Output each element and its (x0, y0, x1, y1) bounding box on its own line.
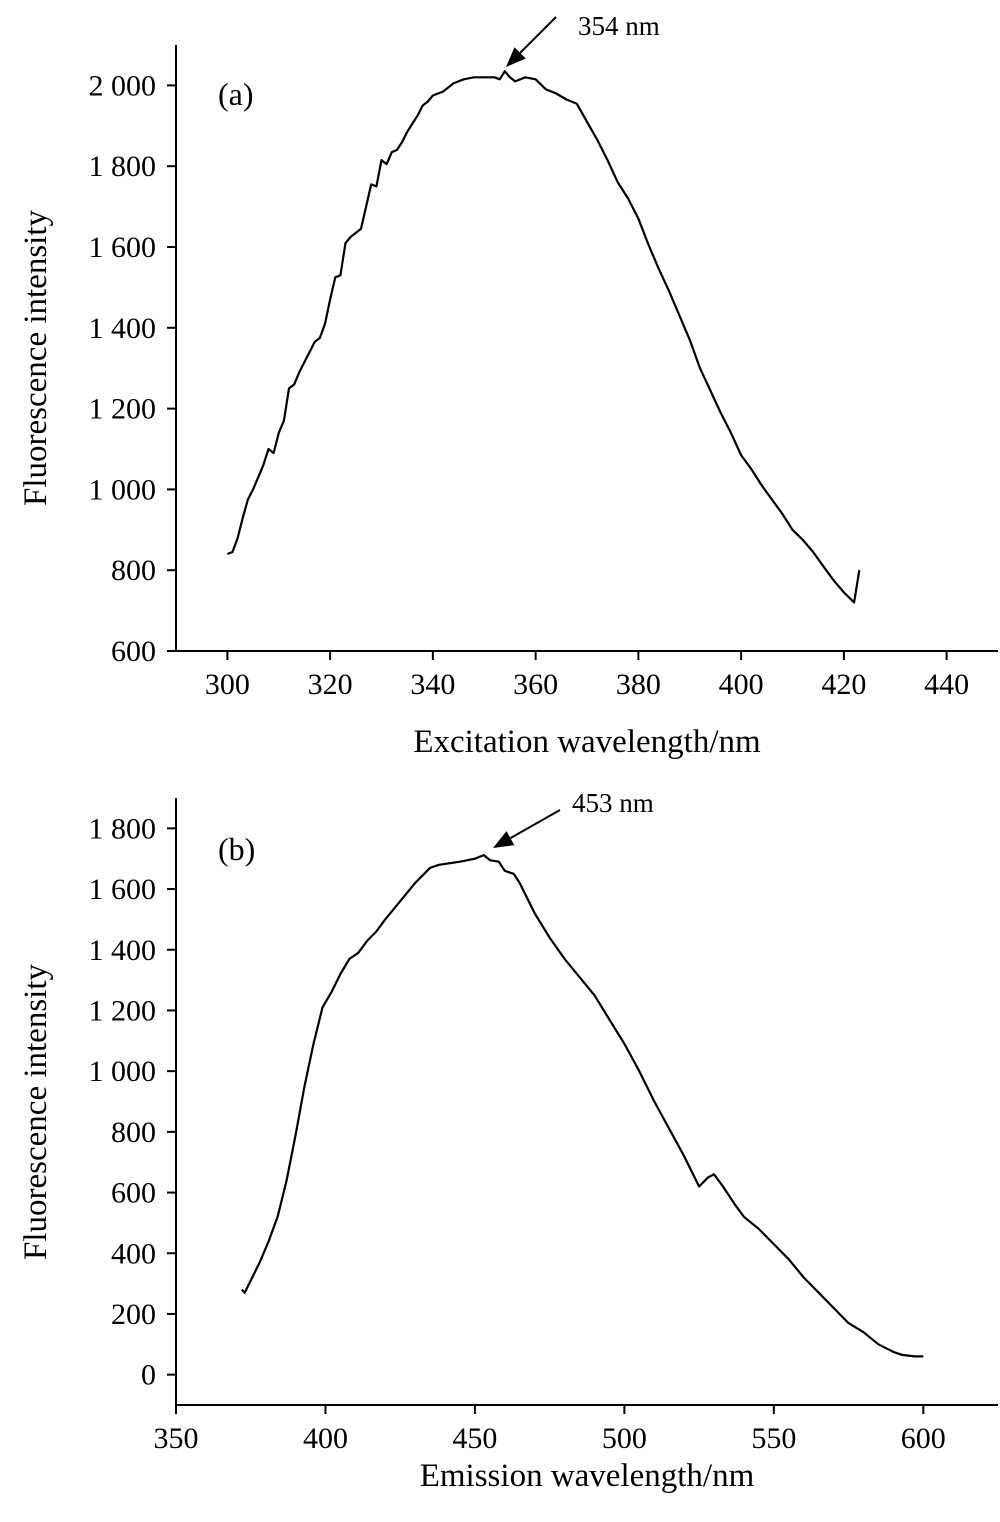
chart-panel-a: 600 800 1 000 1 200 1 400 1 600 1 800 2 000 300 3… (18, 11, 998, 760)
y-tick-label-b: 1 800 (89, 812, 157, 845)
chart-panel-b: 0 200 400 600 800 1 000 1 200 1 400 1 600 1 800 35… (18, 788, 998, 1494)
y-tick-label-b: 200 (111, 1298, 156, 1331)
y-tick-label-b: 800 (111, 1116, 156, 1149)
x-axis-title-a: Excitation wavelength/nm (413, 724, 761, 760)
y-tick-label-a: 1 600 (89, 231, 157, 264)
annotation-arrow-line-a (519, 16, 557, 54)
x-tick-label-a: 380 (616, 668, 661, 701)
x-tick-label-a: 400 (719, 668, 764, 701)
x-tick-label-a: 300 (205, 668, 250, 701)
x-tick-label-b: 550 (751, 1422, 796, 1455)
y-tick-label-b: 1 200 (89, 994, 157, 1027)
panel-label-b: (b) (218, 831, 255, 867)
spectrum-line-b (241, 854, 924, 1358)
x-tick-label-a: 320 (308, 668, 353, 701)
y-axis-title-a: Fluorescence intensity (18, 210, 54, 507)
peak-annotation-a: 354 nm (578, 11, 660, 41)
y-axis-title-b: Fluorescence intensity (18, 964, 54, 1261)
y-tick-label-b: 1 600 (89, 873, 157, 906)
y-tick-label-b: 1 400 (89, 934, 157, 967)
x-tick-label-a: 340 (410, 668, 455, 701)
x-tick-label-a: 420 (821, 668, 866, 701)
x-tick-label-b: 450 (452, 1422, 497, 1455)
y-tick-label-a: 800 (111, 554, 156, 587)
annotation-arrow-line-b (509, 809, 561, 840)
x-axis-title-b: Emission wavelength/nm (420, 1458, 755, 1494)
y-tick-label-a: 1 200 (89, 393, 157, 426)
annotation-arrowhead-a (506, 47, 526, 67)
spectrum-line-a (226, 70, 861, 604)
y-tick-label-a: 2 000 (89, 69, 157, 102)
x-tick-label-a: 360 (513, 668, 558, 701)
y-tick-label-b: 0 (141, 1359, 156, 1392)
x-tick-label-b: 350 (154, 1422, 199, 1455)
y-tick-label-a: 1 400 (89, 312, 157, 345)
annotation-arrowhead-b (493, 831, 515, 848)
x-tick-label-b: 600 (901, 1422, 946, 1455)
y-tick-label-a: 1 000 (89, 473, 157, 506)
x-tick-label-b: 500 (602, 1422, 647, 1455)
x-tick-label-a: 440 (924, 668, 969, 701)
y-tick-label-b: 600 (111, 1177, 156, 1210)
y-tick-label-b: 1 000 (89, 1055, 157, 1088)
y-tick-label-a: 600 (111, 635, 156, 668)
panel-label-a: (a) (218, 76, 254, 112)
x-tick-label-b: 400 (303, 1422, 348, 1455)
y-tick-label-b: 400 (111, 1237, 156, 1270)
y-tick-label-a: 1 800 (89, 150, 157, 183)
peak-annotation-b: 453 nm (572, 788, 654, 818)
